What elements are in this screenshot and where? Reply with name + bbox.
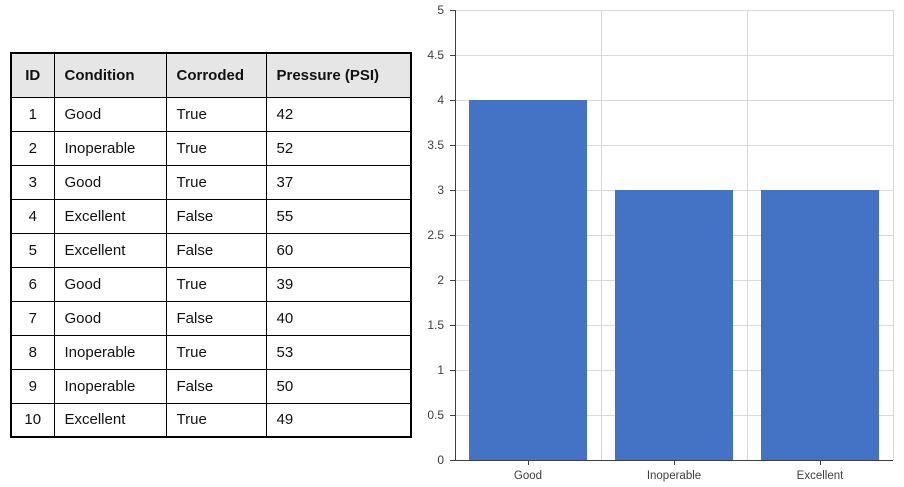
table-cell: True (165, 130, 267, 166)
table-cell: 10 (10, 402, 55, 438)
table-cell: Good (53, 266, 167, 302)
y-axis-tick (450, 235, 455, 236)
y-axis-tick (450, 370, 455, 371)
table-cell: False (165, 300, 267, 336)
x-axis-tick (528, 461, 529, 465)
table-cell: True (165, 164, 267, 200)
y-axis-tick (450, 415, 455, 416)
table-cell: Excellent (53, 232, 167, 268)
horizontal-gridline (455, 10, 893, 11)
horizontal-gridline (455, 145, 893, 146)
table-cell: False (165, 198, 267, 234)
vertical-gridline (601, 10, 602, 460)
y-axis-tick-label: 0.5 (427, 408, 444, 422)
x-axis-line (455, 460, 893, 461)
vertical-gridline (747, 10, 748, 460)
y-axis-tick (450, 55, 455, 56)
table-row: 5 Excellent False 60 (10, 232, 412, 268)
y-axis-tick-label: 0 (437, 453, 444, 467)
table-cell: Good (53, 96, 167, 132)
table-row: 10 Excellent True 49 (10, 402, 412, 438)
pipe-data-table: ID Condition Corroded Pressure (PSI) 1 Good T… (10, 52, 412, 438)
table-row: 4 Excellent False 55 (10, 198, 412, 234)
bar-good (469, 100, 587, 460)
table-cell: 9 (10, 368, 55, 404)
y-axis-tick-label: 2.5 (427, 228, 444, 242)
table-cell: True (165, 334, 267, 370)
table-cell: Inoperable (53, 334, 167, 370)
y-axis-tick (450, 10, 455, 11)
table-cell: False (165, 368, 267, 404)
bar-excellent (761, 190, 879, 460)
y-axis-tick-label: 2 (437, 273, 444, 287)
table-cell: Good (53, 300, 167, 336)
x-axis-category-label: Inoperable (646, 470, 702, 482)
y-axis-tick (450, 325, 455, 326)
x-axis-category-label: Good (513, 470, 543, 482)
table-cell: 60 (265, 232, 412, 268)
table-cell: False (165, 232, 267, 268)
table-header: ID Condition Corroded Pressure (PSI) (10, 52, 412, 98)
table-cell: 42 (265, 96, 412, 132)
y-axis-tick-label: 3 (437, 183, 444, 197)
y-axis-tick-label: 3.5 (427, 138, 444, 152)
column-header-pressure-psi: Pressure (PSI) (265, 52, 412, 98)
table-body: 1 Good True 42 2 Inoperable True 52 3 Good True 37 4… (10, 96, 412, 438)
horizontal-gridline (455, 55, 893, 56)
y-axis-tick-label: 4 (437, 93, 444, 107)
bar-inoperable (615, 190, 733, 460)
x-axis-tick (820, 461, 821, 465)
y-axis-tick (450, 100, 455, 101)
table-row: 2 Inoperable True 52 (10, 130, 412, 166)
y-axis-tick (450, 145, 455, 146)
table-cell: 52 (265, 130, 412, 166)
y-axis-tick (450, 280, 455, 281)
y-axis-tick-label: 4.5 (427, 48, 444, 62)
table-cell: 5 (10, 232, 55, 268)
table-row: 6 Good True 39 (10, 266, 412, 302)
y-axis-tick-label: 5 (437, 3, 444, 17)
y-axis-tick (450, 190, 455, 191)
table-row: 9 Inoperable False 50 (10, 368, 412, 404)
table-cell: 55 (265, 198, 412, 234)
y-axis-tick-label: 1 (437, 363, 444, 377)
table-cell: Excellent (53, 198, 167, 234)
table-row: 1 Good True 42 (10, 96, 412, 132)
table-header-row: ID Condition Corroded Pressure (PSI) (10, 52, 412, 98)
table-cell: Inoperable (53, 130, 167, 166)
table-cell: 49 (265, 402, 412, 438)
table-row: 7 Good False 40 (10, 300, 412, 336)
table-cell: True (165, 96, 267, 132)
vertical-gridline (893, 10, 894, 460)
x-axis-tick (674, 461, 675, 465)
horizontal-gridline (455, 100, 893, 101)
table-cell: Inoperable (53, 368, 167, 404)
y-axis-tick (450, 460, 455, 461)
y-axis-tick-label: 1.5 (427, 318, 444, 332)
x-axis-category-label: Excellent (796, 470, 844, 482)
table-cell: 50 (265, 368, 412, 404)
y-axis-line (455, 10, 456, 461)
